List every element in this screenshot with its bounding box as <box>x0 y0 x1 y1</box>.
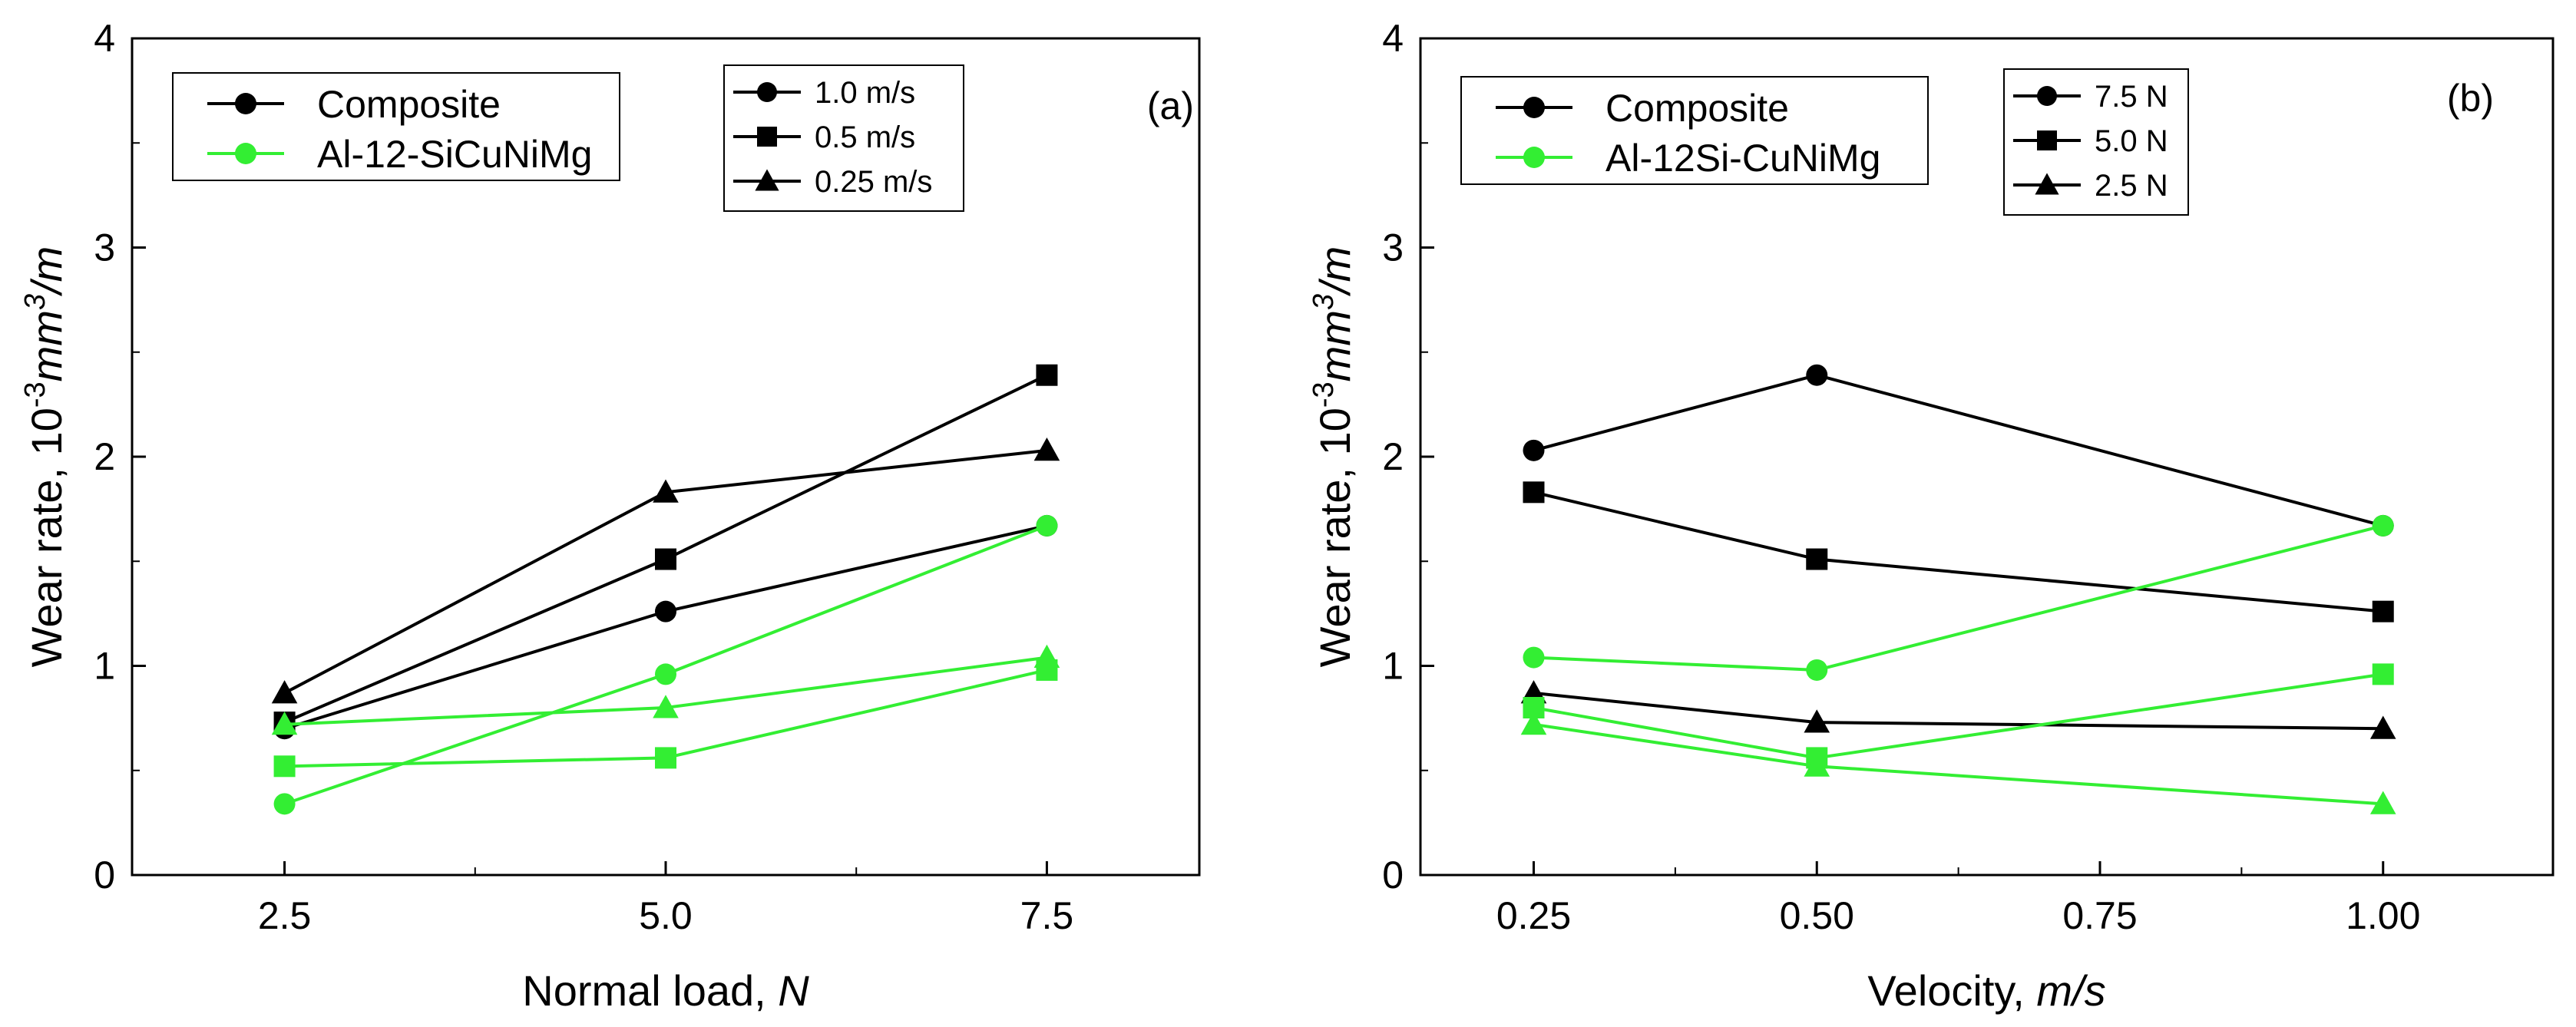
data-point <box>1806 364 1828 386</box>
series-composite-triangle <box>271 438 1060 704</box>
series-line <box>1533 373 2384 527</box>
data-point <box>653 479 679 503</box>
legend-label: Al-12-SiCuNiMg <box>317 133 592 176</box>
x-tick-label: 1.00 <box>2346 894 2420 937</box>
legend-marker <box>757 127 777 147</box>
data-point <box>653 695 679 718</box>
series-composite-circle <box>1523 364 2394 537</box>
data-point <box>1806 548 1828 570</box>
y-tick-label: 3 <box>1382 226 1404 269</box>
y-tick-label: 4 <box>94 17 115 60</box>
data-point <box>1804 709 1830 733</box>
legend-label: 0.5 m/s <box>815 121 915 154</box>
legend-marker <box>235 93 256 114</box>
legend-label: 7.5 N <box>2095 80 2168 114</box>
data-point <box>1036 364 1058 386</box>
legend-label: Al-12Si-CuNiMg <box>1605 137 1880 180</box>
legend-marker <box>2037 130 2057 150</box>
y-tick-label: 3 <box>94 226 115 269</box>
data-point <box>271 712 298 735</box>
panel-a: 0 1 2 3 4 2.5 5.0 7.5 Normal load, N Wear rate, 1… <box>19 17 1201 1015</box>
y-axis-title: Wear rate, 10-3mm3/m <box>19 246 71 668</box>
legend-marker <box>1523 97 1545 118</box>
y-tick-label: 0 <box>1382 854 1404 897</box>
legend-label: 0.25 m/s <box>815 165 932 199</box>
legend-marker <box>757 82 777 102</box>
data-point <box>271 680 298 704</box>
x-tick-label: 0.25 <box>1496 894 1571 937</box>
x-tick-label: 0.75 <box>2062 894 2137 937</box>
y-tick-label: 4 <box>1382 17 1404 60</box>
y-axis-title: Wear rate, 10-3mm3/m <box>1308 246 1359 668</box>
legend-marker <box>235 143 256 164</box>
y-tick-label: 2 <box>94 435 115 478</box>
data-point <box>1804 753 1830 777</box>
series-composite-square <box>273 364 1058 734</box>
legend-marker <box>755 169 779 191</box>
data-point <box>655 548 676 570</box>
series-line <box>1533 691 2383 731</box>
series-alloy-triangle <box>1520 712 2396 814</box>
panel-label: (a) <box>1147 84 1194 127</box>
x-tick-label: 7.5 <box>1020 894 1074 937</box>
y-tick-label: 1 <box>94 645 115 688</box>
data-point <box>1520 712 1547 735</box>
y-tick-label: 1 <box>1382 645 1404 688</box>
panel-b: 0 1 2 3 4 0.25 0.50 0.75 1.00 Velocity, m/s Wear r… <box>1308 17 2555 1015</box>
data-point <box>1033 644 1060 669</box>
x-axis-title: Velocity, m/s <box>1867 966 2105 1015</box>
series-line <box>1533 672 2384 760</box>
data-point <box>2369 791 2396 814</box>
data-point <box>1806 659 1828 681</box>
series-alloy-triangle <box>271 644 1060 735</box>
series-line <box>1533 523 2384 672</box>
data-point <box>273 793 296 815</box>
marker-legend: 7.5 N 5.0 N 2.5 N <box>2003 68 2189 216</box>
data-point <box>1036 514 1058 537</box>
legend-marker <box>2037 86 2057 106</box>
legend-label: 2.5 N <box>2095 169 2168 203</box>
x-axis-title: Normal load, N <box>522 966 809 1015</box>
x-tick-label: 0.50 <box>1780 894 1854 937</box>
legend-marker <box>1523 147 1545 168</box>
data-point <box>1523 646 1545 669</box>
series-alloy-circle <box>1523 514 2394 681</box>
x-tick-label: 2.5 <box>258 894 312 937</box>
y-tick-label: 0 <box>94 854 115 897</box>
data-point <box>655 600 676 622</box>
data-point <box>655 663 676 685</box>
marker-legend: 1.0 m/s 0.5 m/s 0.25 m/s <box>723 64 964 212</box>
data-point <box>2372 514 2394 537</box>
series-line <box>1533 490 2383 613</box>
series-alloy-circle <box>273 514 1058 815</box>
y-tick-label: 2 <box>1382 435 1404 478</box>
material-legend: Composite Al-12Si-CuNiMg <box>1460 76 1929 185</box>
series-composite-square <box>1523 481 2394 622</box>
data-point <box>1523 439 1545 461</box>
data-point <box>1033 438 1060 461</box>
x-tick-label: 5.0 <box>639 894 693 937</box>
legend-label: 5.0 N <box>2095 124 2168 158</box>
legend-label: Composite <box>317 83 501 126</box>
data-point <box>1523 481 1545 504</box>
legend-label: Composite <box>1605 87 1789 130</box>
legend-label: 1.0 m/s <box>815 76 915 110</box>
series-alloy-square <box>1523 663 2394 769</box>
data-point <box>273 755 296 778</box>
data-point <box>2372 600 2394 622</box>
data-point <box>2372 663 2394 685</box>
material-legend: Composite Al-12-SiCuNiMg <box>172 72 620 181</box>
data-point <box>655 747 676 769</box>
panel-label: (b) <box>2447 77 2494 120</box>
legend-marker <box>2035 173 2059 195</box>
data-point <box>2369 715 2396 739</box>
